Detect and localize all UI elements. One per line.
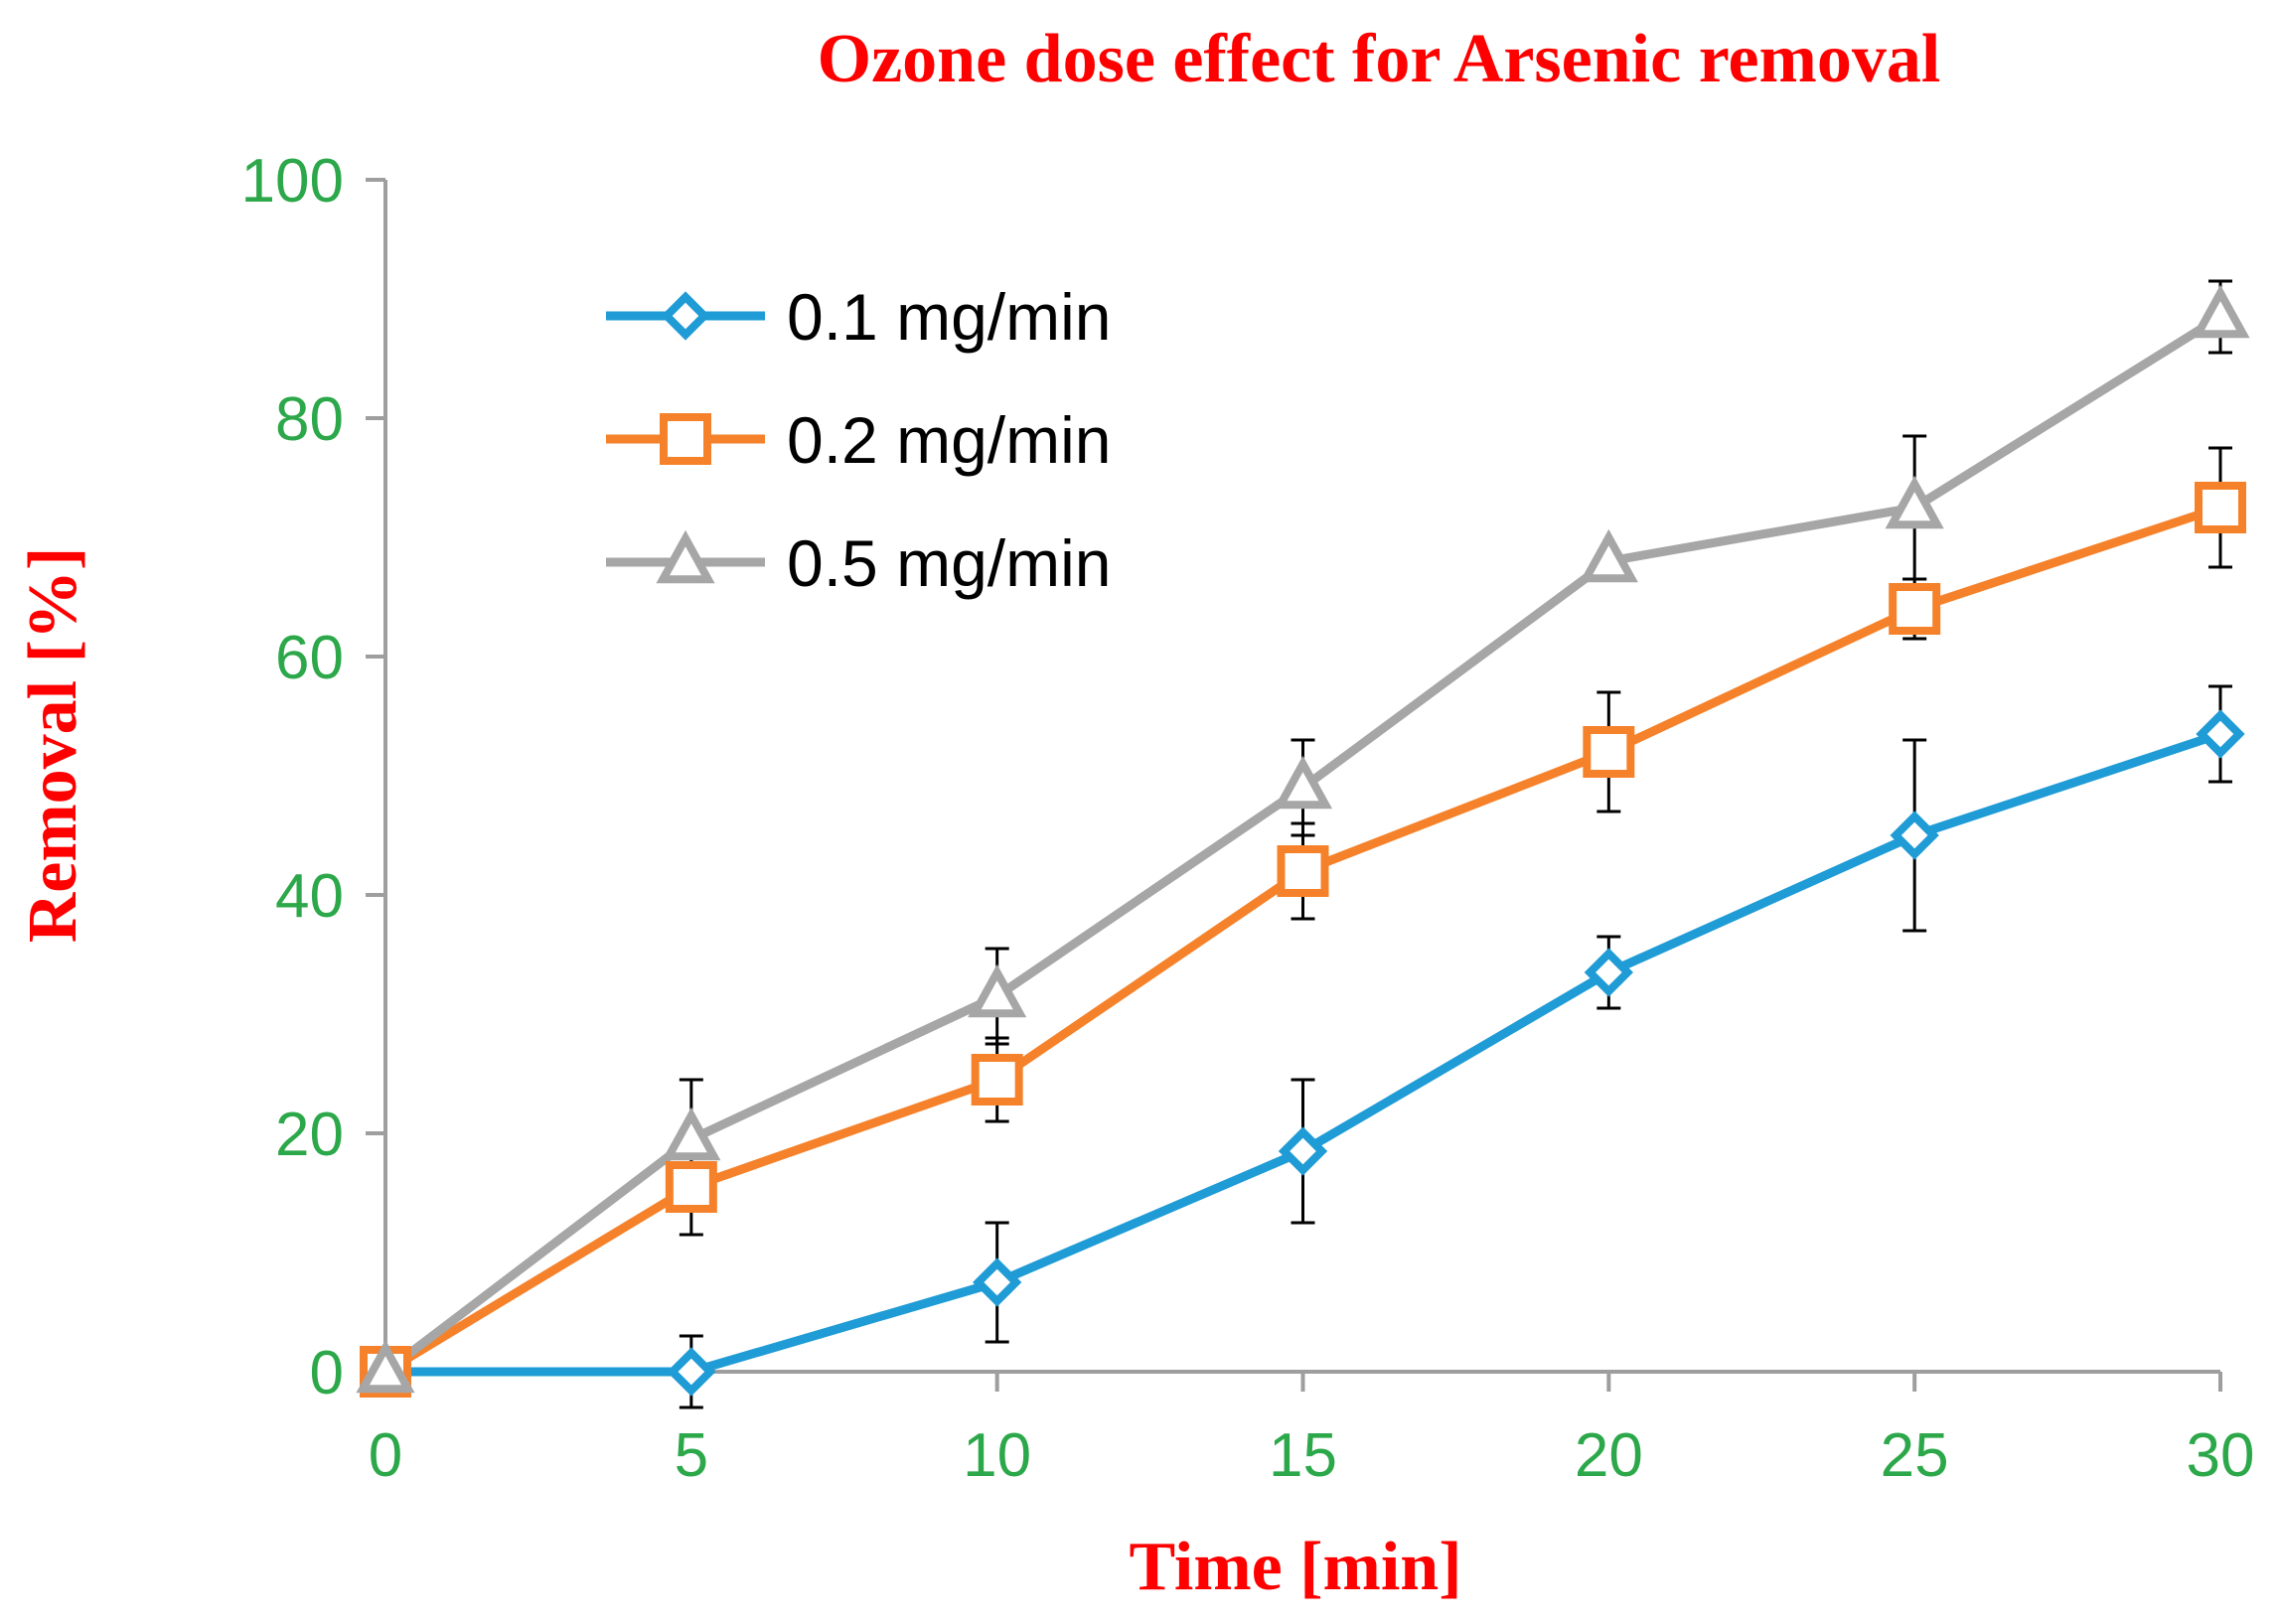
- x-tick-label: 15: [1269, 1421, 1337, 1490]
- series-3-point: [968, 963, 1027, 1018]
- series-1-point: [667, 1347, 716, 1397]
- series-1-point: [1278, 1126, 1328, 1176]
- x-tick-label: 30: [2187, 1421, 2255, 1490]
- x-tick-label: 20: [1575, 1421, 1643, 1490]
- chart-title: Ozone dose effect for Arsenic removal: [818, 21, 1941, 97]
- x-tick-label: 25: [1881, 1421, 1949, 1490]
- legend-marker-3: [656, 529, 715, 584]
- series-3-point: [1885, 475, 1944, 529]
- legend-marker-1: [661, 291, 710, 341]
- x-tick-label: 5: [675, 1421, 708, 1490]
- legend-label-2: 0.2 mg/min: [787, 403, 1111, 477]
- y-tick-label: 80: [275, 385, 344, 454]
- series-1-point: [1584, 948, 1633, 997]
- series-1-point: [2196, 709, 2245, 759]
- series-2-point: [665, 1161, 717, 1213]
- series-1-point: [973, 1257, 1022, 1307]
- y-tick-label: 20: [275, 1101, 344, 1169]
- y-tick-label: 0: [310, 1339, 344, 1407]
- series-3-point: [1579, 528, 1638, 583]
- x-tick-label: 10: [963, 1421, 1031, 1490]
- legend-label-1: 0.1 mg/min: [787, 280, 1111, 354]
- y-tick-label: 60: [275, 624, 344, 692]
- x-axis-label: Time [min]: [1129, 1529, 1461, 1605]
- series-2-point: [971, 1054, 1023, 1106]
- legend-label-3: 0.5 mg/min: [787, 526, 1111, 600]
- series-2-point: [1583, 726, 1635, 778]
- y-axis-label: Removal [%]: [15, 547, 91, 944]
- plot-area: 0 20 40 60 80 100 0 5 10 15 20 25 30: [241, 147, 2255, 1490]
- legend: 0.1 mg/min 0.2 mg/min 0.5 mg/min: [606, 280, 1111, 600]
- y-tick-label: 100: [241, 147, 344, 216]
- series-3-point: [356, 1339, 415, 1394]
- series-2-point: [1277, 845, 1329, 897]
- legend-marker-2: [660, 413, 711, 465]
- series-2-point: [1889, 583, 1941, 635]
- series-2-point: [2195, 482, 2246, 533]
- series-3-point: [662, 1107, 721, 1161]
- series-1-point: [1890, 811, 1939, 860]
- series-3-point: [1273, 755, 1333, 810]
- series-line-2: [382, 503, 2222, 1376]
- y-tick-label: 40: [275, 862, 344, 931]
- x-tick-label: 0: [369, 1421, 402, 1490]
- series-3-point: [2191, 284, 2250, 339]
